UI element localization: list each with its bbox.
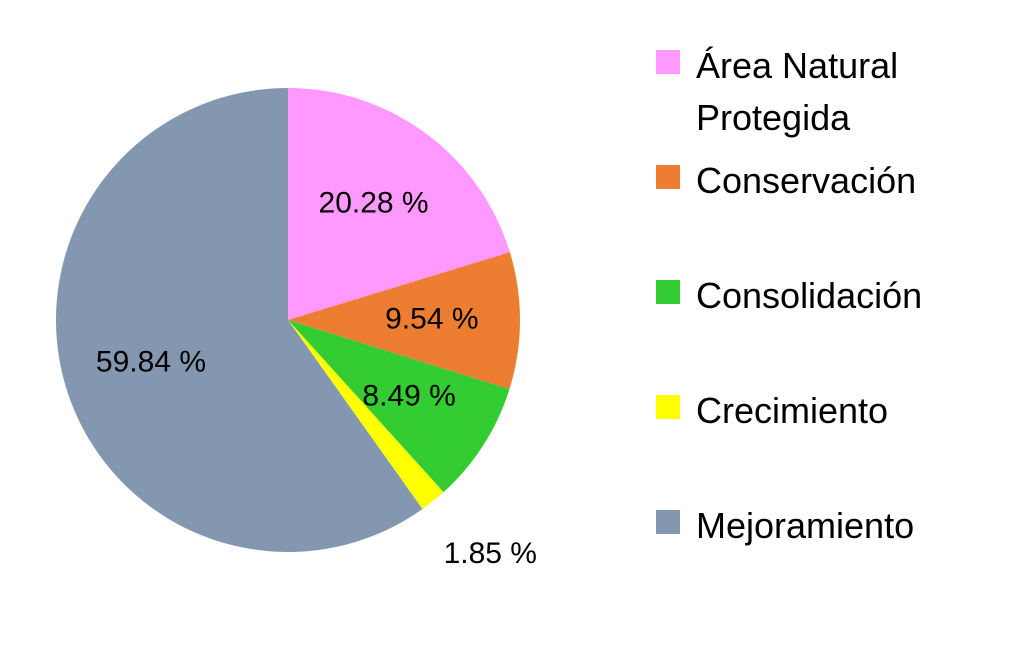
pie-slice [288,252,520,390]
legend-label: Consolidación [696,275,923,316]
legend-item: Conservación [656,155,986,207]
legend-label: Mejoramiento [696,505,915,546]
legend-item: Consolidación [656,270,986,322]
pie-slice [288,320,444,510]
data-label: 59.84 % [96,346,206,379]
legend-swatch [656,395,680,419]
legend-item: Mejoramiento [656,500,986,552]
legend-label: Conservación [696,160,917,201]
legend-swatch [656,165,680,189]
legend-item: Crecimiento [656,385,986,437]
legend-swatch [656,510,680,534]
data-label: 20.28 % [319,186,429,219]
pie-slice [288,320,510,493]
data-label: 1.85 % [444,537,537,570]
legend-label: Área Natural Protegida [696,45,899,138]
data-label: 8.49 % [362,379,455,412]
legend-label: Crecimiento [696,390,889,431]
legend-swatch [656,50,680,74]
data-label: 9.54 % [385,302,478,335]
chart: 20.28 % 9.54 % 8.49 % 1.85 % 59.84 % [56,88,537,570]
pie-slice [288,88,510,320]
legend-swatch [656,280,680,304]
pie-slice [56,88,423,552]
legend-item: Área Natural Protegida [656,40,986,144]
